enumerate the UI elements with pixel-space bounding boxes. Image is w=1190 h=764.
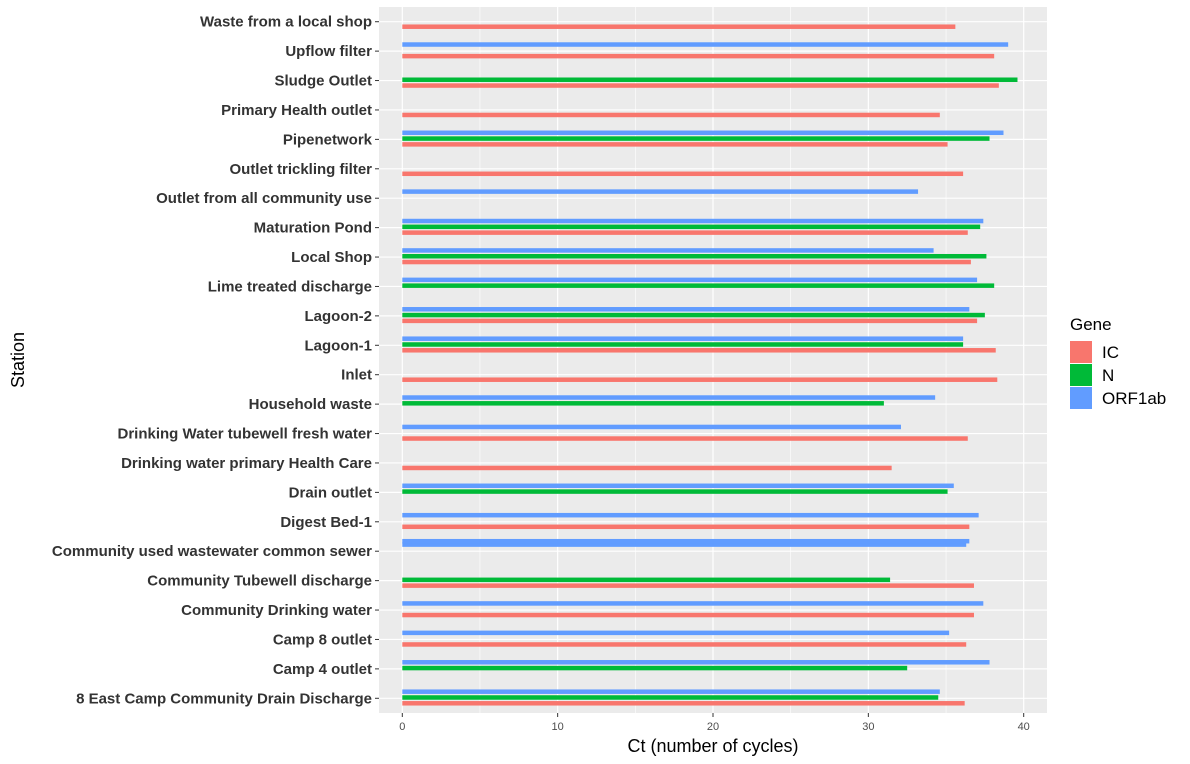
bar-orf1ab [402, 218, 984, 224]
y-tick-label: Community Drinking water [181, 602, 372, 619]
bar-ic [402, 377, 998, 382]
bar-orf1ab [402, 538, 970, 544]
bar-ic [402, 24, 956, 29]
y-tick-label: Drinking water primary Health Care [121, 455, 372, 472]
bar-ic [402, 583, 974, 588]
y-axis: 8 East Camp Community Drain Discharge Cam… [52, 14, 379, 707]
y-tick-label: Outlet from all community use [156, 190, 372, 207]
bar-orf1ab [402, 395, 936, 400]
bar-orf1ab [402, 189, 919, 194]
bar-n [402, 312, 985, 318]
y-tick-label: Local Shop [291, 249, 372, 266]
bar-orf1ab [402, 277, 978, 283]
y-tick-label: Community Tubewell discharge [147, 573, 372, 590]
bar-ic [402, 230, 968, 235]
bar-n [402, 224, 981, 230]
bar-ic [402, 112, 940, 118]
legend: Gene IC N ORF1ab [1070, 315, 1166, 409]
y-tick-label: Pipenetwork [283, 131, 373, 148]
y-tick-label: Lagoon-1 [305, 337, 373, 354]
x-tick-label: 10 [552, 721, 564, 733]
y-tick-label: Upflow filter [285, 43, 372, 60]
y-tick-label: Sludge Outlet [275, 73, 373, 90]
y-tick-label: Maturation Pond [254, 220, 372, 237]
bar-ic [402, 259, 971, 265]
legend-key-n [1070, 364, 1092, 386]
y-tick-label: Primary Health outlet [221, 102, 372, 119]
bar-n [402, 489, 948, 494]
bar-ic [402, 83, 999, 88]
bar-ic [402, 318, 978, 324]
legend-title: Gene [1070, 315, 1112, 334]
bar-n [402, 401, 884, 406]
y-tick-label: Community used wastewater common sewer [52, 543, 372, 560]
bar-orf1ab [402, 336, 964, 341]
x-axis: 0 10 20 30 40 [399, 713, 1030, 733]
bar-orf1ab [402, 689, 940, 694]
legend-key-orf1ab [1070, 387, 1092, 409]
y-tick-label: 8 East Camp Community Drain Discharge [76, 690, 372, 707]
bar-n [402, 695, 939, 700]
bar-orf1ab [402, 542, 967, 547]
bar-ic [402, 642, 967, 647]
bar-ic [402, 465, 892, 471]
y-tick-label: Digest Bed-1 [280, 514, 372, 531]
bar-n [402, 136, 990, 141]
bar-ic [402, 53, 995, 59]
y-tick-label: Drinking Water tubewell fresh water [118, 426, 373, 443]
bar-orf1ab [402, 483, 954, 489]
bar-orf1ab [402, 307, 970, 312]
bar-ic [402, 524, 970, 530]
bar-n [402, 577, 891, 583]
x-axis-title: Ct (number of cycles) [627, 736, 798, 756]
legend-label: ORF1ab [1102, 389, 1166, 408]
bar-ic [402, 348, 996, 353]
bar-orf1ab [402, 630, 950, 636]
bar-orf1ab [402, 512, 979, 518]
y-tick-label: Waste from a local shop [200, 14, 372, 31]
y-tick-label: Drain outlet [289, 484, 372, 501]
y-tick-label: Camp 4 outlet [273, 661, 372, 678]
bar-n [402, 283, 995, 288]
x-tick-label: 20 [707, 721, 719, 733]
y-tick-label: Outlet trickling filter [229, 161, 372, 178]
y-tick-label: Inlet [341, 367, 372, 384]
bar-n [402, 342, 964, 347]
bar-orf1ab [402, 130, 1004, 136]
y-tick-label: Camp 8 outlet [273, 631, 372, 648]
x-tick-label: 0 [399, 721, 405, 733]
legend-label: N [1102, 366, 1114, 385]
bar-orf1ab [402, 660, 990, 665]
bar-ic [402, 171, 964, 177]
bar-n [402, 665, 908, 671]
x-tick-label: 30 [862, 721, 874, 733]
bar-orf1ab [402, 248, 934, 253]
bar-n [402, 253, 987, 259]
bar-n [402, 77, 1018, 82]
bar-ic [402, 142, 948, 147]
x-tick-label: 40 [1018, 721, 1030, 733]
y-axis-title: Station [8, 332, 28, 388]
legend-key-ic [1070, 341, 1092, 363]
bar-orf1ab [402, 601, 984, 606]
bar-ic [402, 612, 974, 618]
bar-orf1ab [402, 424, 901, 430]
bar-ic [402, 436, 968, 441]
y-tick-label: Household waste [249, 396, 372, 413]
y-tick-label: Lime treated discharge [208, 278, 372, 295]
bars [402, 24, 1018, 706]
legend-label: IC [1102, 343, 1119, 362]
bar-ic [402, 701, 965, 706]
bar-orf1ab [402, 42, 1009, 47]
y-tick-label: Lagoon-2 [305, 308, 373, 325]
